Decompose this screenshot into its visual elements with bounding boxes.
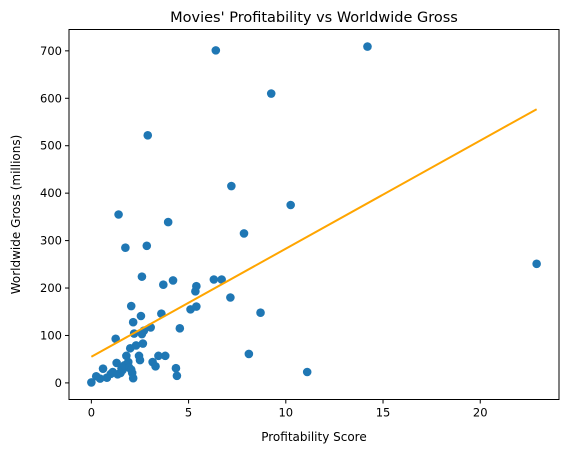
- x-tick-label: 0: [88, 406, 95, 420]
- data-point-24: [128, 373, 138, 383]
- data-point-0: [87, 378, 96, 387]
- data-point-52: [209, 275, 219, 284]
- x-tick-label: 15: [376, 406, 391, 420]
- data-point-15: [121, 243, 130, 253]
- data-point-45: [171, 363, 181, 373]
- data-point-38: [151, 361, 160, 371]
- y-tick-label: 100: [40, 328, 62, 342]
- data-point-28: [135, 355, 145, 365]
- data-point-57: [239, 229, 249, 238]
- data-point-41: [159, 280, 168, 290]
- data-point-54: [217, 275, 226, 284]
- y-tick-label: 0: [55, 376, 62, 390]
- data-point-20: [126, 301, 136, 311]
- trend-line: [90, 108, 538, 358]
- data-point-26: [131, 341, 141, 350]
- data-point-23: [128, 317, 138, 327]
- data-point-47: [175, 324, 185, 333]
- data-point-59: [256, 308, 265, 317]
- y-tick-label: 700: [40, 44, 62, 58]
- data-point-44: [168, 276, 178, 285]
- y-tick-label: 400: [40, 186, 62, 200]
- data-point-42: [160, 351, 170, 361]
- data-point-39: [154, 351, 163, 361]
- data-point-60: [266, 89, 276, 98]
- x-tick-label: 5: [185, 406, 192, 420]
- data-point-3: [98, 364, 108, 373]
- data-point-56: [227, 181, 236, 191]
- data-point-35: [143, 130, 153, 140]
- plot-marks: [87, 42, 541, 387]
- y-tick-label: 200: [40, 281, 62, 295]
- data-point-10: [114, 210, 123, 219]
- data-point-50: [192, 281, 201, 291]
- plot-frame: [68, 29, 560, 400]
- y-tick-label: 300: [40, 234, 62, 248]
- x-axis-label: Profitability Score: [261, 430, 367, 444]
- data-point-8: [112, 358, 121, 368]
- x-tick-label: 10: [278, 406, 293, 420]
- data-point-51: [192, 302, 201, 311]
- y-axis-ticks: 0 100 200 300 400 500 600 700: [40, 44, 69, 390]
- y-tick-label: 600: [40, 91, 62, 105]
- data-point-61: [286, 200, 295, 210]
- x-axis-ticks: 0 5 10 15 20: [88, 399, 488, 420]
- y-tick-label: 500: [40, 139, 62, 153]
- data-point-63: [363, 42, 372, 51]
- data-point-7: [111, 334, 120, 344]
- data-point-55: [226, 293, 235, 302]
- data-point-34: [142, 241, 152, 251]
- data-point-2: [95, 374, 105, 383]
- data-point-29: [136, 311, 146, 321]
- data-point-64: [532, 259, 541, 269]
- data-point-31: [137, 272, 147, 281]
- data-point-62: [302, 367, 312, 377]
- chart-title: Movies' Profitability vs Worldwide Gross: [170, 10, 458, 26]
- data-point-58: [244, 349, 254, 359]
- x-tick-label: 20: [473, 406, 488, 420]
- y-axis-label: Worldwide Gross (millions): [9, 135, 23, 295]
- data-point-32: [138, 339, 148, 348]
- data-point-53: [211, 46, 221, 55]
- data-point-43: [163, 217, 173, 227]
- data-point-46: [172, 371, 182, 381]
